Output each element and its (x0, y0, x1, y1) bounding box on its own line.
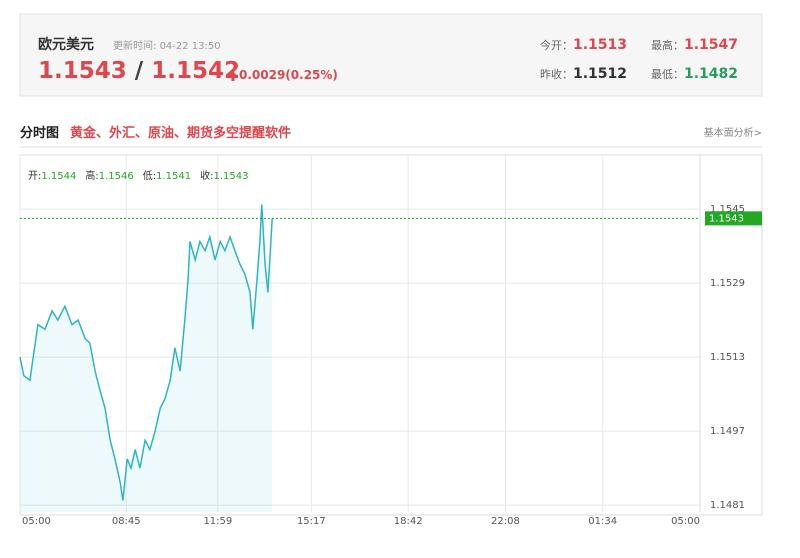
y-tick-label: 1.1529 (710, 278, 745, 289)
promo-link[interactable]: 黄金、外汇、原油、期货多空提醒软件 (70, 126, 292, 141)
ohlc-value: 1.1543 (213, 171, 249, 182)
quote-panel (19, 13, 763, 97)
ohlc-label: 高: (85, 171, 99, 182)
stat-value: 1.1547 (684, 37, 739, 53)
grid (19, 155, 701, 512)
x-tick-label: 01:34 (588, 516, 617, 527)
update-info: 更新时间: 04-22 13:50 (113, 37, 221, 52)
update-label: 更新时间: (113, 41, 157, 52)
stat-label: 最低： (651, 68, 684, 81)
ohlc-label: 收: (200, 171, 214, 182)
change: 0.0029(0.25%) (239, 68, 338, 82)
y-tick-label: 1.1513 (710, 352, 745, 363)
ohlc-value: 1.1544 (41, 171, 77, 182)
stat: 今开：1.1513 (540, 34, 627, 53)
stat-label: 昨收： (540, 68, 573, 81)
area (20, 204, 273, 512)
stat-value: 1.1513 (573, 37, 628, 53)
pair-title: 欧元美元 (38, 37, 94, 53)
stat-label: 最高： (651, 39, 684, 52)
ask: 1.1542 (151, 58, 240, 84)
x-tick-label: 05:00 (22, 516, 51, 527)
stat-label: 今开： (540, 39, 573, 52)
section-title: 分时图 (20, 126, 60, 141)
ohlc-label: 开: (28, 171, 42, 182)
x-tick-label: 18:42 (394, 516, 423, 527)
line (19, 204, 273, 501)
ohlc-value: 1.1546 (98, 171, 134, 182)
x-tick-label: 11:59 (203, 516, 232, 527)
update-time: 04-22 13:50 (159, 41, 221, 52)
analysis-link[interactable]: 基本面分析> (703, 128, 762, 139)
stat: 昨收：1.1512 (540, 63, 627, 82)
stat: 最高：1.1547 (651, 34, 738, 53)
x-tick-label: 15:17 (297, 516, 326, 527)
x-tick-label: 05:00 (671, 516, 700, 527)
y-tick-label: 1.1497 (710, 426, 745, 437)
stat-value: 1.1482 (684, 66, 739, 82)
y-tick-label: 1.1545 (710, 204, 745, 215)
ohlc-value: 1.1541 (156, 171, 192, 182)
separator: / (134, 58, 144, 84)
stat-value: 1.1512 (573, 66, 628, 82)
ohlc-label: 低: (142, 171, 157, 182)
bid: 1.1543 (38, 58, 127, 84)
ohlc-row: 开:1.1544 高:1.1546 低:1.1541 收:1.1543 (28, 167, 249, 182)
x-tick-label: 08:45 (112, 516, 141, 527)
price: 1.1543 / 1.1542 (38, 58, 240, 84)
last-price-label: 1.1543 (709, 213, 744, 224)
up-arrow (229, 71, 237, 81)
stat: 最低：1.1482 (651, 63, 738, 82)
x-tick-label: 22:08 (491, 516, 520, 527)
last-price-box (705, 211, 762, 226)
y-tick-label: 1.1481 (710, 500, 745, 511)
